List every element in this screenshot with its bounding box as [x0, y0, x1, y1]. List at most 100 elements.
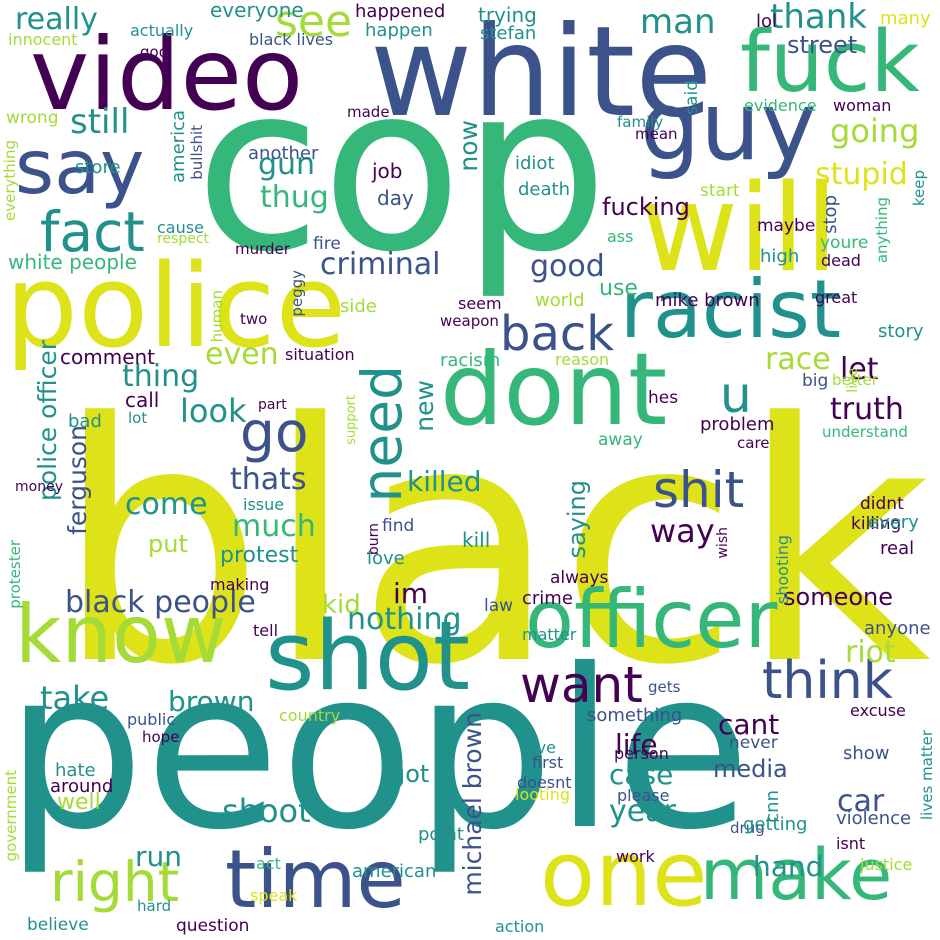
- word-michael-brown: michael brown: [458, 712, 487, 896]
- word-live: live: [845, 368, 861, 393]
- word-hand: hand: [753, 850, 824, 883]
- word-fuck: fuck: [740, 13, 920, 112]
- word-human: human: [208, 290, 226, 343]
- word-keep: keep: [910, 170, 928, 207]
- word-shit: shit: [653, 461, 745, 519]
- word-seem: seem: [458, 294, 502, 313]
- word-crime: crime: [522, 588, 573, 609]
- word-hard: hard: [137, 897, 172, 915]
- word-woman: woman: [833, 96, 892, 115]
- word-give: give: [522, 738, 556, 757]
- word-officer: officer: [525, 573, 778, 666]
- word-good: good: [530, 249, 605, 284]
- word-right: right: [50, 850, 180, 914]
- word-real: real: [880, 538, 915, 559]
- word-guy: guy: [640, 72, 817, 182]
- word-doesnt: doesnt: [517, 773, 572, 792]
- word-mike-brown: mike brown: [655, 290, 760, 311]
- word-always: always: [550, 568, 609, 588]
- word-store: store: [75, 157, 121, 178]
- word-job: job: [372, 159, 403, 183]
- word-thank: thank: [770, 0, 867, 37]
- word-action: action: [495, 917, 545, 936]
- word-law: law: [484, 596, 514, 616]
- word-look: look: [180, 392, 247, 430]
- word-everything: everything: [1, 140, 19, 221]
- word-tell: tell: [253, 621, 279, 640]
- word-show: show: [843, 743, 890, 764]
- word-everyone: everyone: [210, 0, 304, 22]
- word-media: media: [713, 755, 788, 783]
- word-weapon: weapon: [440, 312, 499, 330]
- word-made: made: [347, 103, 390, 121]
- word-stop: stop: [820, 195, 841, 234]
- word-thats: thats: [230, 462, 307, 497]
- word-two: two: [240, 310, 268, 328]
- word-now: now: [454, 120, 483, 172]
- word-im: im: [393, 577, 429, 610]
- word-lol: lol: [756, 11, 778, 32]
- word-bad: bad: [68, 411, 102, 432]
- word-stupid: stupid: [815, 157, 908, 192]
- word-story: story: [878, 321, 924, 342]
- word-will: will: [640, 160, 839, 299]
- word-part: part: [258, 397, 287, 413]
- word-idiot: idiot: [515, 153, 555, 174]
- word-maybe: maybe: [757, 216, 816, 236]
- word-murder: murder: [235, 240, 290, 258]
- word-protester: protester: [6, 540, 24, 609]
- word-god: god: [140, 43, 169, 61]
- word-killed: killed: [407, 465, 482, 498]
- word-much: much: [232, 509, 316, 544]
- word-people: people: [5, 622, 751, 878]
- word-protest: protest: [220, 543, 299, 568]
- word-getting: getting: [743, 814, 808, 835]
- word-something: something: [587, 705, 683, 726]
- word-act: act: [256, 854, 281, 873]
- word-evidence: evidence: [744, 96, 817, 115]
- word-violence: violence: [836, 808, 912, 829]
- word-say: say: [15, 123, 145, 211]
- word-going: going: [830, 112, 920, 150]
- word-way: way: [650, 512, 715, 550]
- word-death: death: [518, 179, 570, 200]
- word-see: see: [275, 0, 353, 47]
- word-anything: anything: [873, 197, 891, 264]
- word-first: first: [532, 753, 564, 772]
- word-ferguson: ferguson: [63, 425, 92, 535]
- word-go: go: [240, 400, 309, 464]
- word-mean: mean: [635, 125, 678, 143]
- word-shoot: shoot: [222, 792, 311, 830]
- word-gun: gun: [258, 147, 316, 182]
- word-hate: hate: [55, 760, 96, 781]
- word-police: police: [5, 240, 347, 374]
- word-innocent: innocent: [8, 30, 78, 49]
- word-great: great: [815, 288, 858, 307]
- word-criminal: criminal: [320, 247, 441, 282]
- word-thug: thug: [260, 180, 329, 215]
- word-believe: believe: [27, 915, 89, 935]
- word-money: money: [15, 479, 63, 495]
- word-lives-matter: lives matter: [918, 730, 936, 820]
- word-still: still: [70, 102, 130, 142]
- word-video: video: [30, 16, 304, 133]
- word-person: person: [614, 744, 669, 763]
- word-man: man: [640, 2, 716, 42]
- word-situation: situation: [285, 345, 355, 364]
- word-reason: reason: [555, 350, 610, 369]
- word-work: work: [616, 847, 655, 866]
- word-put: put: [148, 530, 188, 558]
- word-shot: shot: [265, 602, 471, 712]
- word-respect: respect: [157, 231, 210, 247]
- word-comment: comment: [60, 345, 156, 369]
- word-black: black: [55, 353, 931, 737]
- word-kill: kill: [462, 528, 491, 552]
- word-fact: fact: [40, 200, 145, 264]
- word-need: need: [350, 365, 414, 503]
- word-car: car: [837, 784, 885, 819]
- word-problem: problem: [700, 414, 775, 435]
- word-well: well: [57, 790, 101, 815]
- word-come: come: [125, 487, 208, 522]
- word-many: many: [880, 8, 931, 29]
